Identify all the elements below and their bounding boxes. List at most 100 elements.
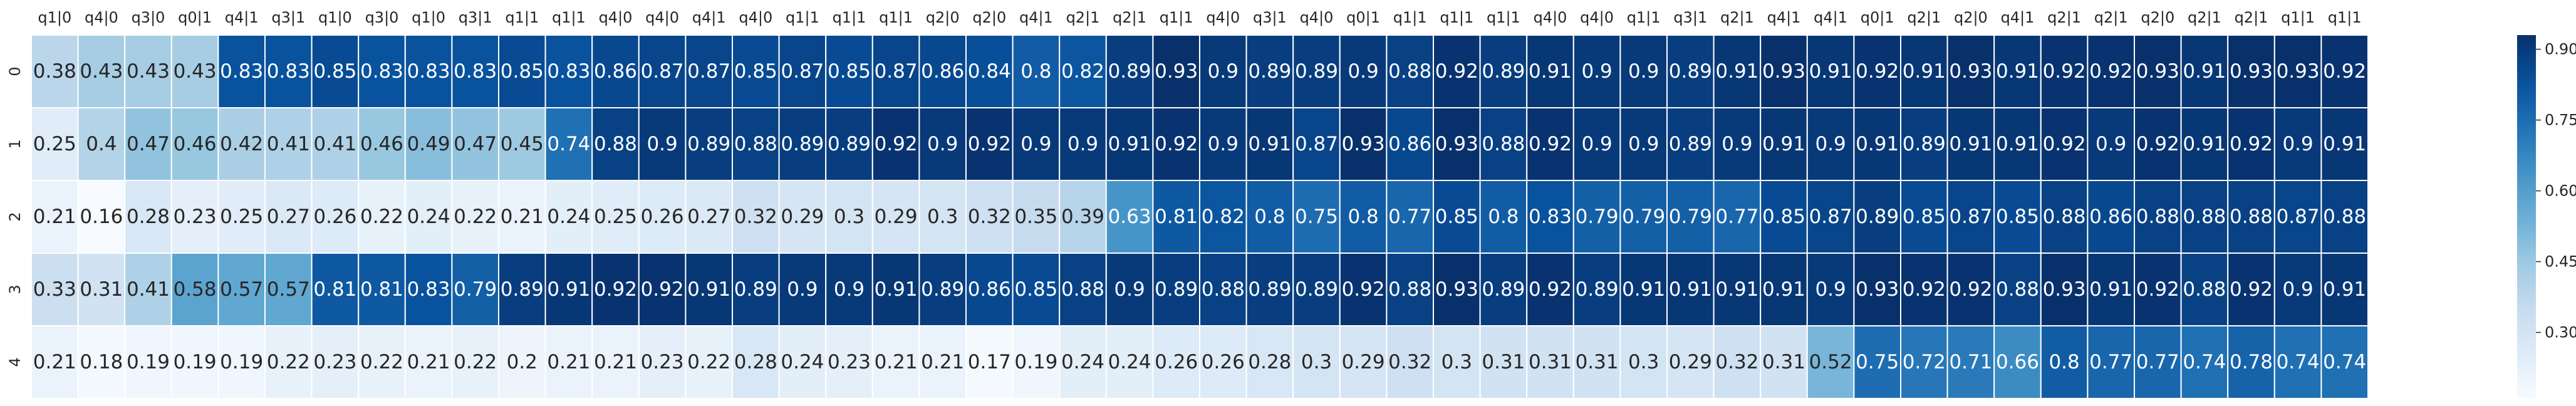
heatmap-cell bbox=[1572, 180, 1621, 254]
cell-value-label: 0.24 bbox=[547, 206, 590, 228]
heatmap-cell bbox=[2180, 325, 2229, 399]
heatmap-cell bbox=[1012, 107, 1061, 181]
cell-value-label: 0.3 bbox=[834, 206, 865, 228]
heatmap-cell bbox=[1806, 34, 1855, 108]
cell-value-label: 0.91 bbox=[2183, 133, 2226, 155]
cell-value-label: 0.85 bbox=[1903, 206, 1946, 228]
cell-value-label: 0.26 bbox=[641, 206, 684, 228]
heatmap-cell bbox=[544, 180, 593, 254]
cell-value-label: 0.92 bbox=[968, 133, 1011, 155]
heatmap-cell bbox=[1199, 325, 1247, 399]
cell-value-label: 0.22 bbox=[687, 351, 730, 373]
heatmap-cell bbox=[1853, 325, 1901, 399]
x-tick-label: q2|0 bbox=[1954, 9, 1988, 26]
x-tick-label: q1|0 bbox=[38, 9, 71, 26]
heatmap-cell bbox=[451, 252, 500, 326]
cell-value-label: 0.88 bbox=[1061, 278, 1104, 301]
heatmap-cell bbox=[1059, 325, 1107, 399]
heatmap-cell bbox=[2320, 107, 2369, 181]
cell-value-label: 0.43 bbox=[80, 60, 123, 83]
cell-value-label: 0.9 bbox=[2096, 133, 2126, 155]
colorbar-tick-label: 0.75 bbox=[2545, 112, 2576, 129]
cell-value-label: 0.88 bbox=[734, 133, 777, 155]
x-tick-label: q2|1 bbox=[2047, 9, 2081, 26]
cell-value-label: 0.86 bbox=[968, 278, 1011, 301]
cell-value-label: 0.29 bbox=[875, 206, 918, 228]
cell-value-label: 0.27 bbox=[687, 206, 730, 228]
cell-value-label: 0.83 bbox=[407, 278, 450, 301]
cell-value-label: 0.92 bbox=[1949, 278, 1992, 301]
heatmap-cell bbox=[918, 107, 967, 181]
cell-value-label: 0.74 bbox=[2277, 351, 2320, 373]
cell-value-label: 0.24 bbox=[1108, 351, 1151, 373]
heatmap-cell bbox=[732, 252, 780, 326]
cell-value-label: 0.92 bbox=[2230, 278, 2273, 301]
cell-value-label: 0.93 bbox=[1856, 278, 1899, 301]
cell-value-label: 0.77 bbox=[2136, 351, 2179, 373]
heatmap-cell bbox=[1713, 252, 1762, 326]
heatmap-cell bbox=[638, 325, 687, 399]
heatmap-cell bbox=[1619, 107, 1668, 181]
cell-value-label: 0.74 bbox=[2183, 351, 2226, 373]
cell-value-label: 0.87 bbox=[2277, 206, 2320, 228]
cell-value-label: 0.91 bbox=[1949, 133, 1992, 155]
x-tick-label: q4|0 bbox=[85, 9, 118, 26]
heatmap-cell bbox=[1666, 34, 1715, 108]
cell-value-label: 0.21 bbox=[875, 351, 918, 373]
heatmap-cell bbox=[170, 180, 219, 254]
cell-value-label: 0.85 bbox=[1435, 206, 1478, 228]
heatmap-cell bbox=[1946, 34, 1995, 108]
heatmap-cell bbox=[1433, 34, 1481, 108]
cell-value-label: 0.24 bbox=[1061, 351, 1104, 373]
heatmap-cell bbox=[2273, 325, 2322, 399]
heatmap-cell bbox=[2087, 34, 2135, 108]
cell-value-label: 0.45 bbox=[501, 133, 544, 155]
cell-value-label: 0.9 bbox=[1114, 278, 1145, 301]
heatmap-cell bbox=[778, 34, 827, 108]
cell-value-label: 0.92 bbox=[1529, 278, 1572, 301]
cell-value-label: 0.3 bbox=[1628, 351, 1659, 373]
cell-value-label: 0.88 bbox=[2183, 206, 2226, 228]
cell-value-label: 0.21 bbox=[501, 206, 544, 228]
heatmap-cell bbox=[1806, 252, 1855, 326]
y-tick-label: 1 bbox=[6, 139, 24, 148]
heatmap-cell bbox=[918, 180, 967, 254]
cell-value-label: 0.89 bbox=[1482, 60, 1525, 83]
cell-value-label: 0.85 bbox=[313, 60, 356, 83]
cell-value-label: 0.31 bbox=[1762, 351, 1805, 373]
heatmap-cell bbox=[498, 107, 546, 181]
cell-value-label: 0.79 bbox=[1576, 206, 1619, 228]
x-tick-label: q4|0 bbox=[1580, 9, 1614, 26]
x-tick-label: q2|0 bbox=[2141, 9, 2174, 26]
x-tick-label: q3|1 bbox=[1253, 9, 1287, 26]
cell-value-label: 0.88 bbox=[1202, 278, 1245, 301]
cell-value-label: 0.89 bbox=[1295, 278, 1338, 301]
cell-value-label: 0.57 bbox=[220, 278, 263, 301]
cell-value-label: 0.86 bbox=[2089, 206, 2132, 228]
heatmap-cell bbox=[871, 325, 920, 399]
heatmap-cell bbox=[1572, 325, 1621, 399]
cell-value-label: 0.89 bbox=[781, 133, 824, 155]
heatmap-cell bbox=[732, 325, 780, 399]
x-tick-label: q4|1 bbox=[1814, 9, 1847, 26]
cell-value-label: 0.79 bbox=[454, 278, 497, 301]
heatmap-cell bbox=[2273, 107, 2322, 181]
x-tick-label: q0|1 bbox=[1861, 9, 1894, 26]
heatmap-cell bbox=[124, 107, 172, 181]
cell-value-label: 0.88 bbox=[1388, 60, 1431, 83]
cell-value-label: 0.72 bbox=[1903, 351, 1946, 373]
cell-value-label: 0.89 bbox=[1108, 60, 1151, 83]
cell-value-label: 0.88 bbox=[2183, 278, 2226, 301]
cell-value-label: 0.33 bbox=[33, 278, 76, 301]
heatmap-cell bbox=[825, 180, 873, 254]
heatmap-cell bbox=[1245, 34, 1294, 108]
heatmap-cell bbox=[1152, 325, 1201, 399]
cell-value-label: 0.9 bbox=[1628, 133, 1659, 155]
cell-value-label: 0.92 bbox=[2230, 133, 2273, 155]
cell-value-label: 0.49 bbox=[407, 133, 450, 155]
cell-value-label: 0.24 bbox=[781, 351, 824, 373]
cell-value-label: 0.89 bbox=[921, 278, 964, 301]
x-tick-label: q4|0 bbox=[1534, 9, 1567, 26]
cell-value-label: 0.93 bbox=[1949, 60, 1992, 83]
cell-value-label: 0.92 bbox=[1435, 60, 1478, 83]
